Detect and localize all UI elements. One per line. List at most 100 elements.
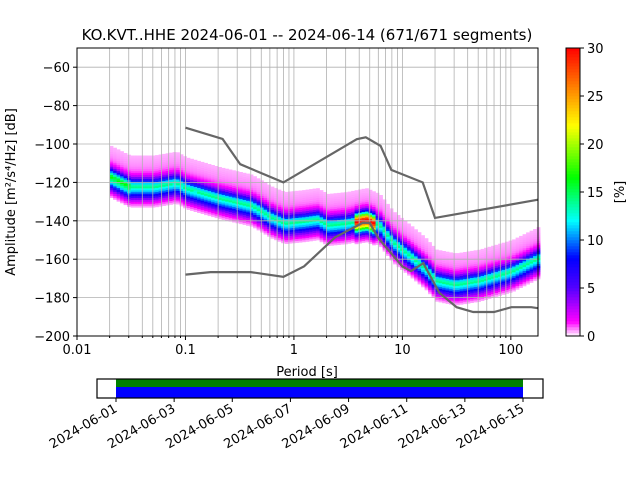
ppsd-cell: [449, 292, 453, 295]
ppsd-cell: [375, 210, 380, 213]
ppsd-cell: [197, 183, 201, 187]
ppsd-cell: [354, 219, 359, 222]
ppsd-cell: [260, 199, 264, 202]
ppsd-cell: [155, 203, 159, 206]
ppsd-cell: [431, 276, 436, 279]
ppsd-cell: [445, 257, 450, 260]
ppsd-cell: [512, 249, 516, 252]
ppsd-cell: [141, 159, 145, 162]
ppsd-cell: [239, 189, 243, 192]
ppsd-cell: [242, 192, 247, 195]
ppsd-cell: [519, 257, 523, 260]
ppsd-cell: [190, 174, 194, 177]
ppsd-cell: [141, 195, 145, 198]
ppsd-cell: [165, 161, 170, 164]
ppsd-cell: [176, 196, 180, 199]
ppsd-cell: [225, 174, 229, 177]
ppsd-cell: [386, 230, 390, 233]
ppsd-cell: [484, 255, 488, 258]
ppsd-cell: [183, 198, 187, 201]
colorbar-cell: [566, 258, 580, 262]
ppsd-cell: [123, 160, 128, 163]
ppsd-cell: [291, 212, 296, 215]
ppsd-cell: [312, 207, 317, 210]
ppsd-cell: [431, 290, 436, 293]
ppsd-cell: [417, 234, 422, 237]
ppsd-cell: [330, 205, 334, 208]
ppsd-cell: [494, 265, 499, 269]
ppsd-cell: [284, 230, 289, 233]
ppsd-cell: [316, 236, 320, 239]
ppsd-cell: [246, 177, 250, 180]
ppsd-cell: [176, 192, 180, 195]
ppsd-cell: [379, 206, 383, 209]
ppsd-cell: [207, 208, 212, 211]
ppsd-cell: [165, 203, 170, 206]
ppsd-cell: [218, 180, 222, 183]
ppsd-cell: [155, 180, 159, 183]
ppsd-cell: [403, 251, 408, 254]
ppsd-cell: [424, 282, 429, 285]
ppsd-cell: [515, 262, 520, 265]
ppsd-cell: [253, 220, 257, 223]
ppsd-cell: [463, 294, 467, 297]
ppsd-cell: [410, 249, 415, 252]
ppsd-cell: [505, 285, 509, 288]
ppsd-cell: [386, 236, 390, 239]
x-tick-label: 1: [290, 343, 298, 358]
ppsd-cell: [204, 210, 208, 214]
ppsd-cell: [379, 210, 383, 213]
ppsd-cell: [407, 248, 411, 251]
ppsd-cell: [473, 250, 478, 253]
ppsd-cell: [214, 215, 219, 219]
ppsd-cell: [333, 227, 338, 230]
ppsd-cell: [484, 269, 488, 272]
ppsd-cell: [494, 269, 499, 272]
ppsd-cell: [337, 223, 341, 226]
ppsd-cell: [435, 270, 439, 273]
ppsd-cell: [330, 197, 334, 200]
ppsd-cell: [368, 230, 373, 233]
ppsd-cell: [312, 229, 317, 232]
ppsd-cell: [529, 242, 534, 245]
ppsd-cell: [134, 192, 138, 195]
ppsd-cell: [445, 288, 450, 291]
ppsd-cell: [113, 191, 117, 194]
ppsd-cell: [295, 233, 299, 236]
ppsd-cell: [141, 184, 145, 187]
ppsd-cell: [309, 237, 313, 240]
ppsd-cell: [533, 232, 537, 235]
ppsd-cell: [281, 198, 285, 201]
ppsd-cell: [120, 195, 124, 198]
ppsd-cell: [256, 216, 261, 219]
ppsd-cell: [158, 183, 163, 186]
ppsd-cell: [491, 270, 495, 273]
ppsd-cell: [407, 240, 411, 243]
ppsd-cell: [431, 286, 436, 289]
colorbar-cell: [566, 60, 580, 64]
colorbar-cell: [566, 75, 580, 79]
ppsd-cell: [144, 157, 149, 160]
ppsd-cell: [291, 191, 296, 194]
ppsd-cell: [284, 195, 289, 198]
ppsd-cell: [442, 254, 446, 258]
ppsd-cell: [281, 225, 285, 228]
ppsd-cell: [533, 278, 537, 282]
ppsd-cell: [473, 292, 478, 295]
ppsd-cell: [165, 189, 170, 192]
ppsd-cell: [326, 207, 331, 210]
ppsd-cell: [414, 263, 418, 266]
ppsd-cell: [158, 160, 163, 163]
y-axis-label: Amplitude [m²/s⁴/Hz] [dB]: [4, 108, 19, 276]
ppsd-cell: [130, 197, 135, 200]
ppsd-cell: [179, 202, 184, 205]
ppsd-cell: [442, 251, 446, 254]
colorbar-cell: [566, 51, 580, 55]
ppsd-cell: [484, 274, 488, 277]
ppsd-cell: [267, 207, 271, 210]
colorbar-label: [%]: [613, 181, 628, 204]
ppsd-cell: [354, 217, 359, 220]
ppsd-cell: [351, 237, 355, 240]
ppsd-cell: [435, 253, 439, 256]
ppsd-cell: [109, 180, 114, 183]
